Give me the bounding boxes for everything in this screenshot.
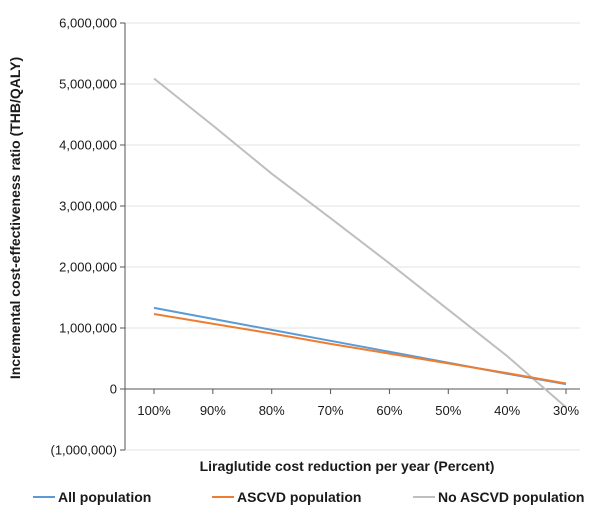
x-tick-label: 60% [376, 403, 402, 418]
y-tick-label: 6,000,000 [59, 16, 117, 31]
y-tick-label: (1,000,000) [51, 443, 118, 458]
series-line-no-ascvd-population [153, 77, 567, 409]
x-tick-label: 100% [137, 403, 171, 418]
y-tick-label: 5,000,000 [59, 77, 117, 92]
x-axis-title: Liraglutide cost reduction per year (Per… [200, 458, 495, 474]
x-tick-label: 30% [553, 403, 579, 418]
x-tick-label: 50% [435, 403, 461, 418]
y-axis-title: Incremental cost-effectiveness ratio (TH… [7, 57, 23, 379]
x-tick-label: 90% [200, 403, 226, 418]
legend-label: All population [58, 489, 151, 505]
axes [120, 22, 580, 451]
series-lines [153, 77, 567, 409]
series-line-ascvd-population [153, 312, 567, 385]
legend-label: ASCVD population [237, 489, 361, 505]
y-tick-label: 4,000,000 [59, 138, 117, 153]
legend: All population ASCVD population No ASCVD p… [33, 489, 584, 505]
x-tick-label: 70% [318, 403, 344, 418]
y-tick-label: 1,000,000 [59, 321, 117, 336]
legend-label: No ASCVD population [438, 489, 584, 505]
y-tick-labels: (1,000,000) 0 1,000,000 2,000,000 3,000,000 4… [51, 16, 118, 458]
x-tick-label: 80% [259, 403, 285, 418]
x-tick-labels: 100% 90% 80% 70% 60% 50% 40% 30% [137, 403, 579, 418]
y-tick-label: 3,000,000 [59, 199, 117, 214]
y-tick-label: 0 [110, 382, 117, 397]
gridlines [125, 22, 580, 451]
x-tick-label: 40% [494, 403, 520, 418]
y-tick-label: 2,000,000 [59, 260, 117, 275]
